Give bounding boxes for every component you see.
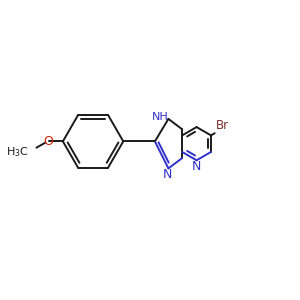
Text: N: N <box>162 168 172 181</box>
Text: NH: NH <box>152 112 169 122</box>
Text: Br: Br <box>216 119 229 132</box>
Text: H$_3$C: H$_3$C <box>6 145 29 159</box>
Text: O: O <box>43 135 53 148</box>
Text: N: N <box>192 160 201 173</box>
